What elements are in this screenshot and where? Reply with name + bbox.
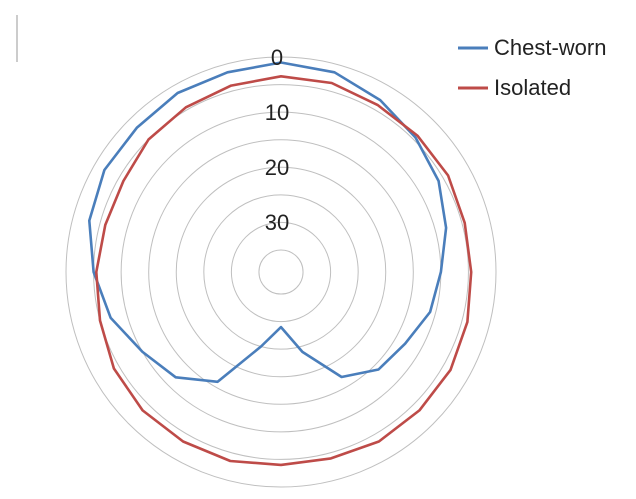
grid-ring — [175, 166, 387, 378]
r-tick-label: 0 — [271, 45, 283, 70]
series-line — [88, 61, 448, 384]
legend-label: Isolated — [494, 75, 571, 100]
r-tick-label: 20 — [265, 155, 289, 180]
tick-labels: 0 10 20 30 — [265, 45, 289, 235]
series-line — [95, 75, 473, 467]
legend-label: Chest-worn — [494, 35, 606, 60]
grid-ring — [65, 56, 497, 488]
grid-ring — [93, 84, 469, 460]
plot-area — [88, 61, 473, 467]
grid-ring — [148, 139, 414, 405]
r-tick-label: 30 — [265, 210, 289, 235]
r-tick-label: 10 — [265, 100, 289, 125]
grid-ring — [258, 249, 304, 295]
legend: Chest-worn Isolated — [458, 35, 606, 100]
grid-ring — [230, 221, 332, 323]
grid-ring — [203, 194, 359, 350]
